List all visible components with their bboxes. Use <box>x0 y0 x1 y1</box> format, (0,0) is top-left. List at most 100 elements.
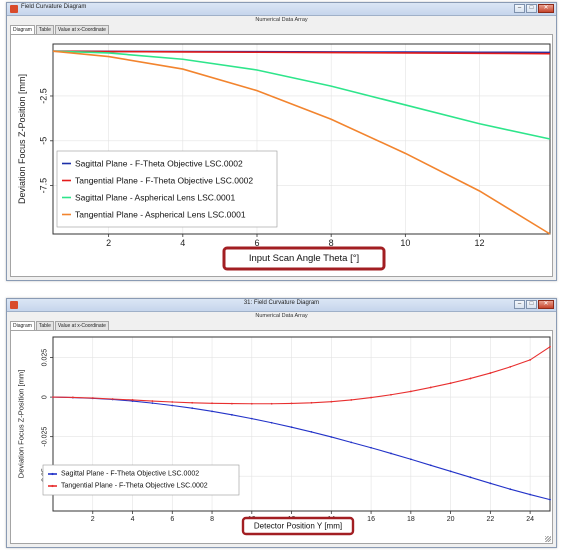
legend-label: Sagittal Plane - F-Theta Objective LSC.0… <box>61 471 199 478</box>
y-tick-label: 0.025 <box>42 349 49 367</box>
window-subtitle: Numerical Data Array <box>255 17 308 23</box>
close-button[interactable]: ✕ <box>538 4 554 13</box>
resize-grip[interactable] <box>545 536 551 542</box>
x-axis-title: Input Scan Angle Theta [°] <box>249 253 359 264</box>
series-1-point <box>151 402 154 405</box>
field-curvature-window-2: 31: Field Curvature Diagram – □ ✕ Numeri… <box>6 298 557 548</box>
series-1-point <box>449 470 452 473</box>
series-2-point <box>131 399 134 401</box>
y-axis-title: Deviation Focus Z-Position [mm] <box>17 370 26 478</box>
series-1-point <box>330 436 333 438</box>
x-tick-label: 8 <box>210 516 214 523</box>
title-bar[interactable]: 31: Field Curvature Diagram – □ ✕ <box>7 299 556 312</box>
series-2-point <box>469 377 472 380</box>
x-axis-title: Detector Position Y [mm] <box>254 522 342 531</box>
field-curvature-window-1: Field Curvature Diagram – □ ✕ Numerical … <box>6 2 557 281</box>
window-title: 31: Field Curvature Diagram <box>243 300 320 306</box>
x-tick-label: 2 <box>106 238 111 248</box>
series-1-point <box>489 482 492 485</box>
series-2-point <box>71 396 74 399</box>
series-line-1 <box>52 396 551 501</box>
diagram-panel: 246810121416182022240.0250-0.025-0.05Dev… <box>10 330 553 544</box>
series-1-point <box>390 452 392 455</box>
x-axis-title-highlight <box>222 246 386 271</box>
x-tick-label: 8 <box>329 238 334 248</box>
legend-label: Tangential Plane - Aspherical Lens LSC.0… <box>75 210 246 220</box>
series-1-point <box>290 426 293 429</box>
series-1-point <box>171 404 174 407</box>
series-1-point <box>469 476 472 479</box>
legend-label: Tangential Plane - F-Theta Objective LSC… <box>61 483 208 490</box>
tab-value-at-x[interactable]: Value at x-Coordinate <box>54 25 109 34</box>
series-2-point <box>330 400 333 403</box>
series-2-point <box>310 401 313 404</box>
maximize-button[interactable]: □ <box>526 300 537 309</box>
minimize-button[interactable]: – <box>514 300 525 309</box>
y-tick-label: -0.025 <box>42 427 49 447</box>
minimize-button[interactable]: – <box>514 4 525 13</box>
legend-box <box>42 464 240 496</box>
maximize-button[interactable]: □ <box>526 4 537 13</box>
x-tick-label: 2 <box>91 516 95 523</box>
series-2-point <box>549 345 551 348</box>
series-1-point <box>509 488 512 491</box>
title-bar[interactable]: Field Curvature Diagram – □ ✕ <box>7 3 556 16</box>
series-2-point <box>350 399 353 401</box>
field-curvature-chart-theta: 2 4 6 8 10 12 -2.5 -5 -7.5 Deviation Focus Z-Posi… <box>17 43 551 271</box>
series-1-point <box>529 493 532 496</box>
series-2-point <box>250 402 253 405</box>
y-tick-label: -2.5 <box>39 88 49 104</box>
series-1-point <box>191 407 194 410</box>
x-tick-label: 4 <box>180 238 185 248</box>
legend-label: Tangential Plane - F-Theta Objective LSC… <box>75 176 253 186</box>
series-2-point <box>390 393 392 396</box>
tab-diagram[interactable]: Diagram <box>10 321 35 330</box>
series-2-point <box>290 402 293 405</box>
x-tick-label: 12 <box>475 238 485 248</box>
y-tick-label: -7.5 <box>39 178 49 194</box>
x-tick-label: 10 <box>400 238 410 248</box>
series-line-3 <box>52 50 551 140</box>
x-tick-label: 18 <box>407 516 415 523</box>
series-1-point <box>231 413 233 416</box>
series-2-point <box>171 401 174 403</box>
x-tick-label: 16 <box>367 516 375 523</box>
y-tick-label: 0 <box>42 395 49 399</box>
tab-diagram[interactable]: Diagram <box>10 25 35 34</box>
series-2-point <box>211 402 213 405</box>
series-2-point <box>370 396 372 399</box>
legend-marker <box>51 484 54 488</box>
series-2-point <box>91 397 94 399</box>
series-2-point <box>449 382 452 385</box>
legend-label: Sagittal Plane - F-Theta Objective LSC.0… <box>75 159 243 169</box>
series-1-point <box>350 441 353 444</box>
tab-table[interactable]: Table <box>35 25 54 34</box>
series-1-point <box>429 464 432 467</box>
series-2-point <box>52 396 54 399</box>
x-tick-label: 20 <box>447 516 455 523</box>
series-2-point <box>529 359 532 361</box>
series-2-point <box>509 365 512 368</box>
tab-value-at-x[interactable]: Value at x-Coordinate <box>54 321 109 330</box>
series-line-2 <box>52 346 551 405</box>
x-tick-label: 24 <box>526 516 534 523</box>
series-1-point <box>409 458 412 461</box>
x-tick-label: 4 <box>131 516 135 523</box>
close-button[interactable]: ✕ <box>538 300 554 309</box>
window-title: Field Curvature Diagram <box>21 4 87 10</box>
tab-table[interactable]: Table <box>35 321 54 330</box>
series-2-point <box>489 372 492 374</box>
legend-marker <box>51 472 54 476</box>
series-1-point <box>270 421 273 424</box>
x-tick-label: 6 <box>170 516 174 523</box>
window-subtitle: Numerical Data Array <box>255 313 308 319</box>
series-2-point <box>429 386 432 389</box>
series-2-point <box>409 390 412 393</box>
app-icon <box>10 301 18 309</box>
field-curvature-chart-detector: 246810121416182022240.0250-0.025-0.05Dev… <box>17 336 551 536</box>
series-1-point <box>370 446 372 449</box>
legend-label: Sagittal Plane - Aspherical Lens LSC.000… <box>75 193 235 203</box>
x-tick-label: 6 <box>254 238 259 248</box>
series-line-2 <box>52 50 551 55</box>
diagram-panel: 2 4 6 8 10 12 -2.5 -5 -7.5 Deviation Focus Z-Posi… <box>10 34 553 277</box>
